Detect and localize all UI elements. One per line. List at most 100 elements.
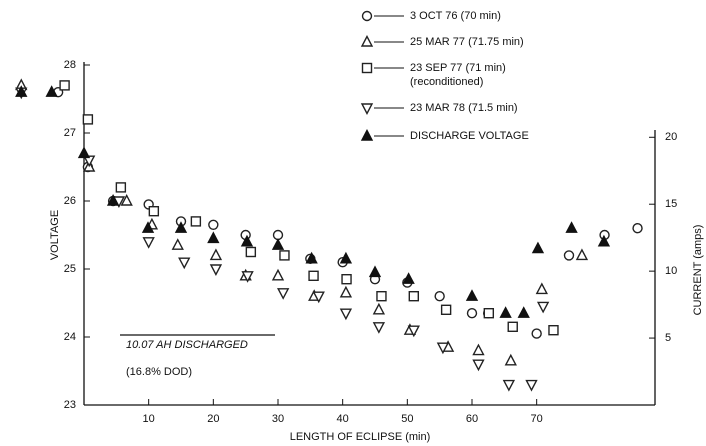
legend-marker [360,34,374,47]
point [466,308,478,319]
point [279,250,290,261]
point [535,282,548,295]
legend-label: 3 OCT 76 (70 min) [410,10,501,22]
point [507,321,518,332]
point [45,85,58,97]
point [483,308,495,319]
point [434,291,445,302]
point [517,306,530,318]
legend-label: DISCHARGE VOLTAGE [410,130,529,142]
annotation: 10.07 AH DISCHARGED [126,339,248,351]
point [372,302,386,315]
legend-label: 23 SEP 77 (71 min) [410,62,506,74]
legend-marker [361,10,373,22]
point [209,264,223,277]
point [106,193,120,206]
y-axis-label: VOLTAGE [49,210,61,260]
x-tick-label: 70 [531,413,543,425]
point [536,301,550,314]
point [436,342,450,355]
point [178,257,191,270]
point [120,193,133,206]
point [312,291,325,304]
point [305,251,318,264]
legend-note: (reconditioned) [410,76,483,88]
point [339,251,353,264]
point [174,221,188,233]
y2-tick-label: 5 [665,332,671,344]
point [277,288,290,300]
point [208,219,219,231]
point [472,343,485,356]
point [339,308,353,321]
point [632,222,643,234]
point [245,246,257,258]
point [440,304,452,315]
point [308,270,319,281]
point [241,271,254,283]
y2-tick-label: 20 [665,131,677,143]
x-tick-label: 30 [272,413,284,425]
point [531,241,545,254]
point [15,85,28,97]
legend-label: 23 MAR 78 (71.5 min) [410,102,518,114]
point [502,379,516,392]
point [240,234,254,247]
point [407,325,420,338]
point [472,359,485,372]
legend-marker [360,103,374,116]
point [190,216,202,227]
point [504,353,517,366]
y2-tick-label: 10 [665,265,677,277]
y-tick-label: 25 [64,263,76,275]
point [376,291,387,302]
y-tick-label: 28 [64,59,76,71]
point [77,146,91,159]
x-tick-label: 20 [207,413,219,425]
legend-marker [361,62,373,74]
point [59,80,70,91]
point [575,248,589,261]
point [565,221,578,233]
point [207,231,220,244]
point [115,182,127,193]
point [141,221,155,233]
point [597,234,611,247]
x-tick-label: 50 [401,413,413,425]
y2-tick-label: 15 [665,198,677,210]
y-tick-label: 26 [64,195,76,207]
x-axis-label: LENGTH OF ECLIPSE (min) [290,431,431,443]
point [531,328,542,339]
y-tick-label: 24 [64,331,76,343]
y-tick-label: 27 [64,127,76,139]
legend-label: 25 MAR 77 (71.75 min) [410,36,524,48]
point [272,229,284,241]
point [372,322,386,334]
point [82,114,94,125]
point [171,238,184,250]
point [368,265,382,278]
point [525,379,538,392]
point [499,306,512,318]
point [339,285,353,298]
y2-axis-label: CURRENT (amps) [692,225,704,316]
point [83,155,96,168]
legend-marker [360,128,374,141]
annotation: (16.8% DOD) [126,366,192,378]
point [465,289,479,301]
point [142,237,155,249]
point [341,274,352,285]
point [402,272,415,284]
point [563,250,575,261]
x-tick-label: 60 [466,413,478,425]
point [209,248,223,261]
point [148,205,160,217]
point [271,238,285,250]
x-tick-label: 10 [143,413,155,425]
x-tick-label: 40 [337,413,349,425]
point [271,268,285,281]
point [548,325,559,336]
point [408,291,419,302]
